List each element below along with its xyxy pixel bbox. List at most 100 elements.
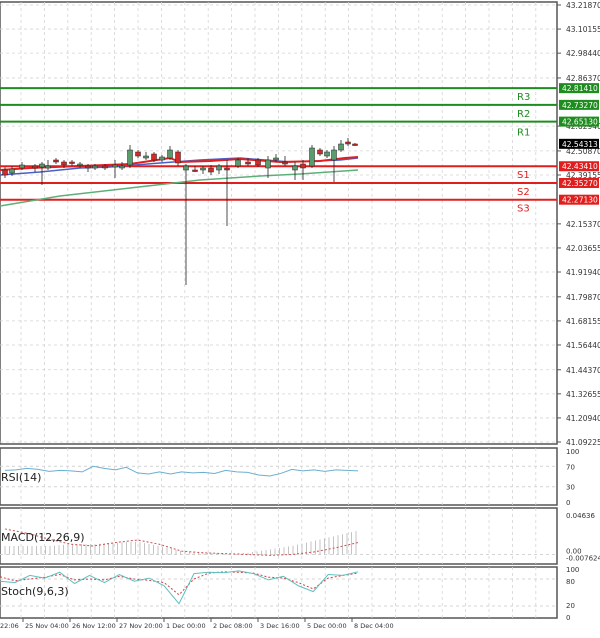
time-tick-label: 1 Dec 00:00 xyxy=(166,622,206,630)
candle xyxy=(245,161,251,165)
time-tick-label: 3 Dec 16:00 xyxy=(260,622,300,630)
candle xyxy=(324,151,330,157)
stoch-main-line xyxy=(0,570,359,605)
level-label-r1: R1 xyxy=(517,128,530,139)
candle xyxy=(208,167,214,173)
candle xyxy=(151,153,157,161)
candle xyxy=(112,164,118,168)
price-tick-label: 41.20940 xyxy=(566,414,600,423)
level-price-tag: 42.65130 xyxy=(562,118,598,127)
candle xyxy=(2,169,8,176)
candle xyxy=(32,165,38,169)
stoch-signal-line xyxy=(0,571,359,596)
candle xyxy=(39,163,45,168)
candle xyxy=(200,167,206,171)
candle xyxy=(309,147,315,167)
time-tick-label: 5 Dec 00:00 xyxy=(307,622,347,630)
rsi-tick-label: 30 xyxy=(566,484,575,492)
stoch-tick-label: 0 xyxy=(566,614,570,622)
current-price-label: 42.54313 xyxy=(562,140,598,149)
candle xyxy=(216,165,222,171)
candle xyxy=(338,143,344,151)
candle xyxy=(265,159,271,169)
time-tick-label: 2 Dec 08:00 xyxy=(213,622,253,630)
grid-lines xyxy=(0,2,557,618)
rsi-tick-label: 0 xyxy=(566,499,570,507)
rsi-tick-label: 70 xyxy=(566,463,575,471)
candle xyxy=(53,159,59,163)
candle xyxy=(183,165,189,171)
level-price-tag: 42.81410 xyxy=(562,84,598,93)
candle xyxy=(273,157,279,161)
candle xyxy=(143,155,149,159)
time-tick-label: 25 Nov 04:00 xyxy=(25,622,69,630)
candle xyxy=(175,151,181,164)
price-tick-label: 41.32655 xyxy=(566,390,600,399)
time-axis: 22:06 25 Nov 04:00 26 Nov 12:00 27 Nov 20:0… xyxy=(0,618,394,630)
price-tick-label: 41.91940 xyxy=(566,268,600,277)
price-tick-label: 41.56440 xyxy=(566,341,600,350)
candle xyxy=(345,141,351,145)
stoch-tick-label: 100 xyxy=(566,566,579,574)
time-tick-label: 26 Nov 12:00 xyxy=(72,622,116,630)
candle xyxy=(235,159,241,167)
level-price-tag: 42.73270 xyxy=(562,101,598,110)
candle xyxy=(45,165,51,169)
candle xyxy=(119,165,125,169)
price-tick-label: 42.39155 xyxy=(566,171,600,180)
price-tick-label: 41.09225 xyxy=(566,438,600,447)
candle xyxy=(61,161,67,166)
ma-slow-line xyxy=(0,169,359,207)
level-label-s1: S1 xyxy=(517,170,530,181)
candle xyxy=(167,149,173,159)
macd-tick-label: 0.00 xyxy=(566,548,582,556)
candle xyxy=(331,149,337,161)
rsi-label: RSI(14) xyxy=(1,471,41,484)
candle xyxy=(282,161,288,165)
time-tick-label: 27 Nov 20:00 xyxy=(119,622,163,630)
level-price-tag: 42.43410 xyxy=(562,162,598,171)
price-tick-label: 43.21870 xyxy=(566,1,600,10)
candle xyxy=(92,165,98,169)
candle xyxy=(300,163,306,169)
candle xyxy=(159,156,165,161)
macd-tick-label: -0.007624 xyxy=(566,555,600,563)
candle xyxy=(135,151,141,157)
rsi-pane xyxy=(0,447,558,506)
candle xyxy=(352,143,358,146)
rsi-line xyxy=(4,465,359,477)
stoch-tick-label: 20 xyxy=(566,602,575,610)
level-price-tag: 42.27130 xyxy=(562,196,598,205)
candle xyxy=(85,165,91,169)
current-price-tag xyxy=(559,138,599,149)
price-tick-label: 42.86370 xyxy=(566,74,600,83)
candle xyxy=(102,165,108,169)
candle xyxy=(69,161,75,164)
candle xyxy=(292,165,298,171)
candle xyxy=(317,149,323,155)
time-tick-label: 22:06 xyxy=(0,622,19,630)
price-tick-label: 41.79870 xyxy=(566,293,600,302)
price-axis: 43.21870 43.10155 42.98440 42.86370 42.62940… xyxy=(557,1,600,447)
price-tick-label: 43.10155 xyxy=(566,25,600,34)
level-label-r2: R2 xyxy=(517,109,530,120)
price-tick-label: 42.62940 xyxy=(566,122,600,131)
macd-label: MACD(12,26,9) xyxy=(1,531,85,544)
price-tick-label: 42.15370 xyxy=(566,220,600,229)
rsi-pane-content: 100 70 30 0 RSI(14) xyxy=(0,448,579,507)
stoch-label: Stoch(9,6,3) xyxy=(1,585,69,598)
candle xyxy=(192,169,198,172)
price-tick-label: 41.68155 xyxy=(566,317,600,326)
stoch-pane-content: 100 80 20 0 Stoch(9,6,3) xyxy=(0,566,579,622)
candle xyxy=(224,167,230,171)
stoch-tick-label: 80 xyxy=(566,578,575,586)
macd-tick-label: 0.04636 xyxy=(566,512,595,520)
macd-pane-content: 0.04636 0.00-0.007624 MACD(12,26,9) xyxy=(0,512,600,563)
price-tick-label: 41.44370 xyxy=(566,366,600,375)
level-label-s2: S2 xyxy=(517,187,530,198)
ma-fast-line xyxy=(0,156,359,171)
price-tick-label: 42.98440 xyxy=(566,49,600,58)
candle xyxy=(19,164,25,169)
